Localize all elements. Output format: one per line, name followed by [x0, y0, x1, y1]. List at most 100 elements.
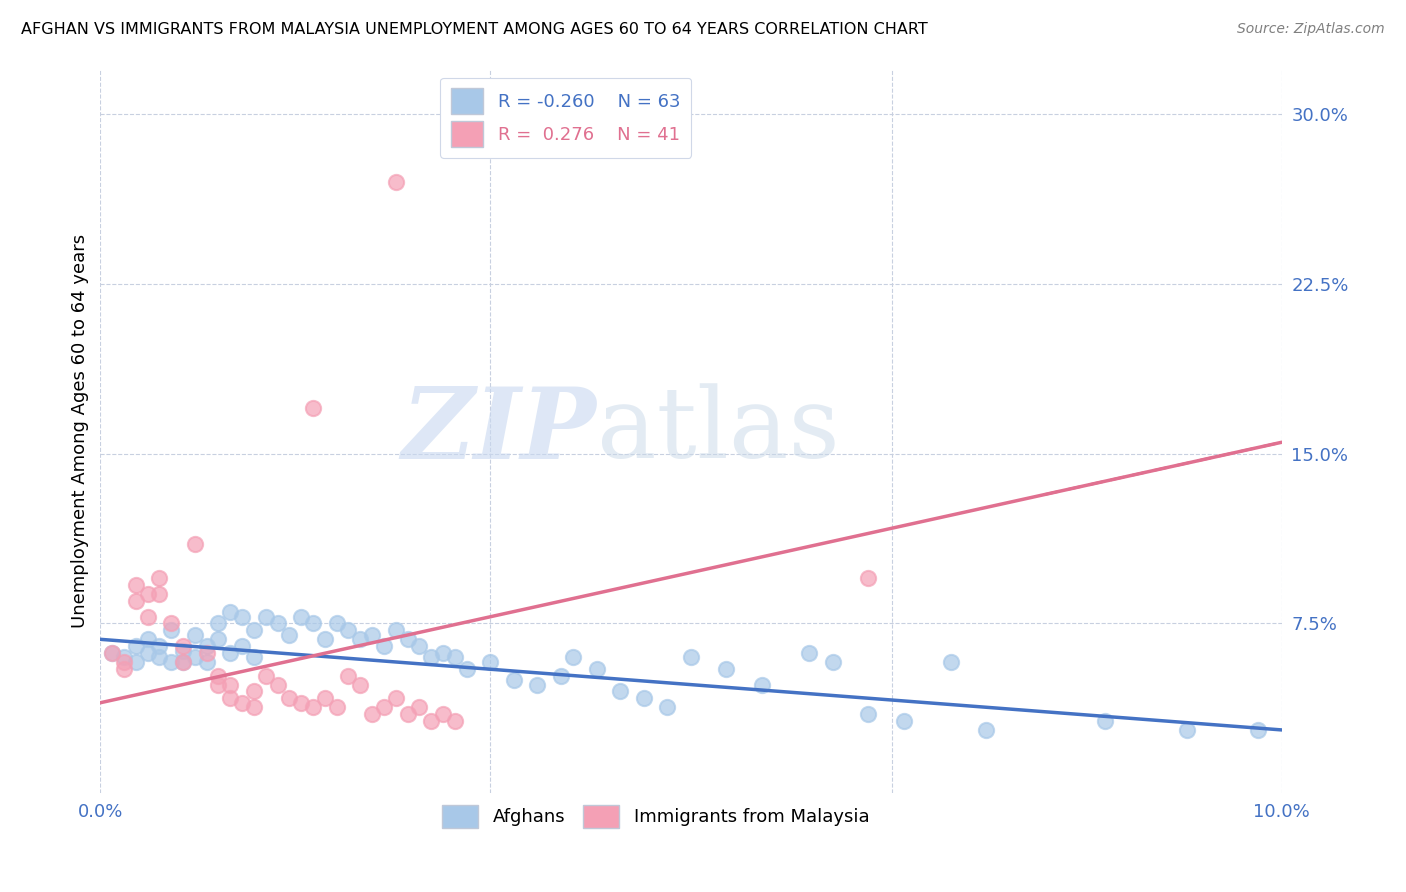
- Point: [231, 609, 253, 624]
- Point: [679, 650, 702, 665]
- Point: [561, 650, 583, 665]
- Point: [101, 646, 124, 660]
- Point: [207, 616, 229, 631]
- Point: [858, 571, 880, 585]
- Point: [160, 655, 183, 669]
- Point: [550, 668, 572, 682]
- Point: [148, 650, 170, 665]
- Point: [432, 707, 454, 722]
- Point: [184, 650, 207, 665]
- Point: [254, 609, 277, 624]
- Text: atlas: atlas: [596, 383, 839, 479]
- Point: [172, 643, 194, 657]
- Point: [172, 655, 194, 669]
- Point: [278, 691, 301, 706]
- Point: [799, 646, 821, 660]
- Point: [160, 616, 183, 631]
- Point: [314, 691, 336, 706]
- Point: [443, 714, 465, 728]
- Point: [325, 700, 347, 714]
- Point: [219, 646, 242, 660]
- Point: [207, 678, 229, 692]
- Point: [136, 646, 159, 660]
- Point: [384, 624, 406, 638]
- Point: [101, 646, 124, 660]
- Point: [716, 662, 738, 676]
- Point: [172, 639, 194, 653]
- Point: [858, 707, 880, 722]
- Point: [633, 691, 655, 706]
- Point: [184, 628, 207, 642]
- Point: [125, 594, 148, 608]
- Point: [219, 605, 242, 619]
- Point: [148, 571, 170, 585]
- Point: [479, 655, 502, 669]
- Point: [266, 616, 288, 631]
- Point: [243, 624, 266, 638]
- Point: [408, 639, 430, 653]
- Point: [112, 655, 135, 669]
- Point: [751, 678, 773, 692]
- Point: [609, 684, 631, 698]
- Point: [207, 632, 229, 647]
- Point: [384, 175, 406, 189]
- Point: [302, 401, 325, 416]
- Text: ZIP: ZIP: [402, 383, 596, 479]
- Text: AFGHAN VS IMMIGRANTS FROM MALAYSIA UNEMPLOYMENT AMONG AGES 60 TO 64 YEARS CORREL: AFGHAN VS IMMIGRANTS FROM MALAYSIA UNEMP…: [21, 22, 928, 37]
- Y-axis label: Unemployment Among Ages 60 to 64 years: Unemployment Among Ages 60 to 64 years: [72, 234, 89, 628]
- Point: [207, 668, 229, 682]
- Point: [396, 707, 419, 722]
- Point: [290, 696, 312, 710]
- Point: [231, 696, 253, 710]
- Point: [1094, 714, 1116, 728]
- Point: [337, 624, 360, 638]
- Point: [195, 646, 218, 660]
- Point: [148, 639, 170, 653]
- Point: [148, 587, 170, 601]
- Point: [1175, 723, 1198, 737]
- Point: [195, 639, 218, 653]
- Point: [526, 678, 548, 692]
- Point: [349, 632, 371, 647]
- Point: [136, 587, 159, 601]
- Point: [349, 678, 371, 692]
- Point: [243, 650, 266, 665]
- Point: [136, 609, 159, 624]
- Point: [585, 662, 607, 676]
- Point: [337, 668, 360, 682]
- Point: [266, 678, 288, 692]
- Point: [939, 655, 962, 669]
- Point: [373, 700, 395, 714]
- Point: [1247, 723, 1270, 737]
- Point: [420, 650, 443, 665]
- Point: [384, 691, 406, 706]
- Point: [502, 673, 524, 687]
- Point: [184, 537, 207, 551]
- Text: Source: ZipAtlas.com: Source: ZipAtlas.com: [1237, 22, 1385, 37]
- Point: [172, 655, 194, 669]
- Point: [432, 646, 454, 660]
- Legend: Afghans, Immigrants from Malaysia: Afghans, Immigrants from Malaysia: [434, 797, 876, 835]
- Point: [657, 700, 679, 714]
- Point: [125, 655, 148, 669]
- Point: [361, 707, 384, 722]
- Point: [373, 639, 395, 653]
- Point: [112, 662, 135, 676]
- Point: [125, 578, 148, 592]
- Point: [254, 668, 277, 682]
- Point: [893, 714, 915, 728]
- Point: [219, 691, 242, 706]
- Point: [160, 624, 183, 638]
- Point: [243, 684, 266, 698]
- Point: [408, 700, 430, 714]
- Point: [290, 609, 312, 624]
- Point: [420, 714, 443, 728]
- Point: [361, 628, 384, 642]
- Point: [278, 628, 301, 642]
- Point: [125, 639, 148, 653]
- Point: [195, 655, 218, 669]
- Point: [302, 700, 325, 714]
- Point: [325, 616, 347, 631]
- Point: [219, 678, 242, 692]
- Point: [976, 723, 998, 737]
